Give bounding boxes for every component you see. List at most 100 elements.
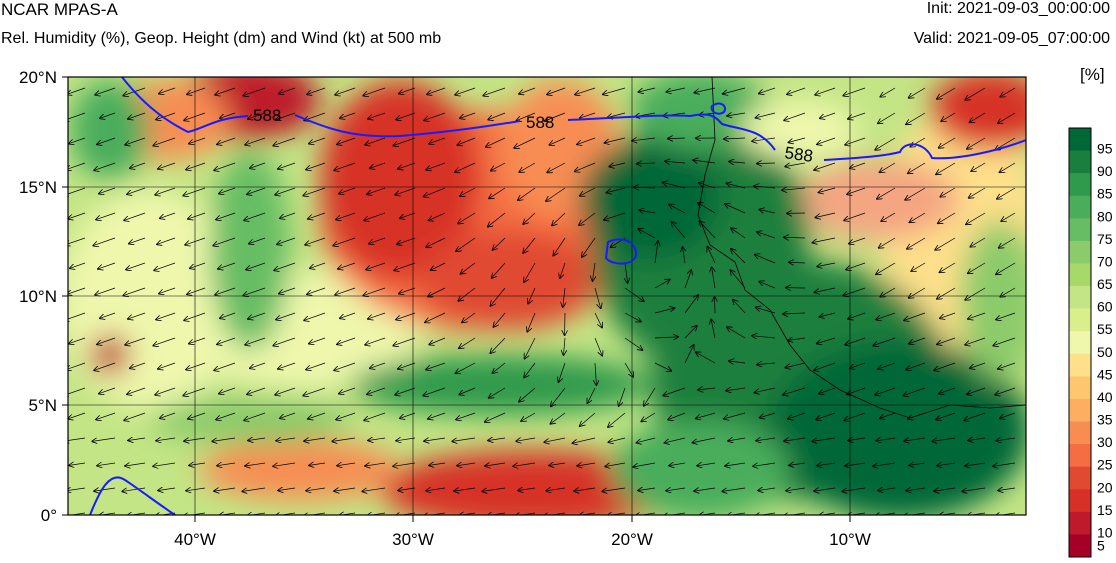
wind-arrow bbox=[306, 362, 326, 370]
wind-arrow bbox=[759, 210, 776, 213]
wind-arrow bbox=[967, 387, 986, 394]
wind-arrow bbox=[941, 112, 956, 121]
wind-arrow bbox=[158, 488, 176, 491]
wind-arrow bbox=[817, 263, 836, 267]
wind-arrow bbox=[396, 438, 416, 441]
wind-arrow bbox=[518, 187, 536, 200]
wind-arrow bbox=[697, 463, 716, 466]
wind-arrow bbox=[94, 162, 116, 170]
wind-arrow bbox=[998, 362, 1016, 369]
wind-arrow bbox=[335, 287, 356, 295]
wind-arrow bbox=[845, 337, 866, 345]
wind-arrow bbox=[274, 262, 296, 270]
wind-arrow bbox=[521, 412, 536, 421]
wind-arrow bbox=[936, 162, 956, 174]
wind-arrow bbox=[243, 87, 266, 96]
contour-label-1: 588 bbox=[253, 106, 281, 125]
wind-arrow bbox=[189, 337, 206, 344]
colorbar-tick-label: 90 bbox=[1097, 163, 1113, 179]
wind-arrow bbox=[880, 162, 896, 172]
wind-arrow bbox=[654, 337, 678, 338]
wind-arrow bbox=[563, 287, 565, 307]
wind-arrow bbox=[68, 112, 86, 120]
wind-arrow bbox=[544, 437, 566, 442]
wind-arrow bbox=[904, 312, 926, 320]
wind-arrow bbox=[937, 87, 956, 99]
wind-arrow bbox=[847, 513, 866, 515]
wind-arrow bbox=[160, 412, 176, 418]
colorbar-swatch bbox=[1069, 489, 1091, 513]
wind-arrow bbox=[309, 463, 326, 465]
wind-arrow bbox=[396, 112, 416, 120]
wind-arrow bbox=[876, 312, 896, 320]
wind-arrow bbox=[488, 112, 506, 120]
wind-arrow bbox=[711, 319, 716, 339]
wind-arrow bbox=[122, 487, 146, 491]
colorbar-swatch bbox=[1069, 150, 1091, 174]
wind-arrow bbox=[248, 312, 266, 319]
colorbar-swatch bbox=[1069, 195, 1091, 219]
wind-arrow bbox=[815, 287, 836, 292]
wind-arrow bbox=[306, 162, 326, 170]
wind-arrow bbox=[843, 287, 866, 296]
wind-arrow bbox=[334, 362, 356, 370]
wind-arrow bbox=[814, 488, 836, 491]
wind-arrow bbox=[370, 162, 386, 168]
colorbar-swatch bbox=[1069, 376, 1091, 400]
wind-arrow bbox=[429, 212, 446, 220]
wind-arrow bbox=[153, 463, 176, 466]
wind-arrow bbox=[303, 187, 326, 196]
wind-arrow bbox=[462, 312, 476, 322]
wind-arrow bbox=[431, 262, 446, 270]
wind-arrow bbox=[307, 87, 326, 94]
wind-arrow bbox=[564, 337, 566, 355]
wind-arrow bbox=[397, 237, 416, 244]
wind-arrow bbox=[579, 513, 596, 515]
wind-arrow bbox=[877, 187, 896, 199]
wind-arrow bbox=[602, 487, 626, 491]
wind-arrow bbox=[574, 488, 596, 491]
wind-arrow bbox=[696, 412, 716, 419]
colorbar-swatch bbox=[1069, 398, 1091, 423]
wind-arrow bbox=[580, 412, 596, 426]
wind-arrow bbox=[934, 362, 956, 370]
wind-arrow bbox=[725, 204, 746, 214]
wind-arrow bbox=[99, 187, 116, 194]
wind-arrow bbox=[820, 112, 836, 118]
wind-arrow bbox=[814, 362, 836, 370]
wind-arrow bbox=[784, 112, 806, 120]
wind-arrow bbox=[654, 280, 670, 289]
wind-arrow bbox=[68, 362, 86, 370]
wind-arrow bbox=[999, 237, 1016, 248]
wind-arrow bbox=[368, 438, 386, 441]
wind-arrow bbox=[428, 412, 446, 419]
wind-arrow bbox=[523, 237, 536, 253]
wind-arrow bbox=[128, 438, 146, 441]
wind-arrow bbox=[641, 412, 656, 421]
wind-arrow bbox=[644, 387, 656, 406]
wind-arrow bbox=[365, 463, 386, 466]
wind-arrow bbox=[99, 387, 116, 394]
wind-arrow bbox=[273, 463, 296, 466]
wind-arrow bbox=[243, 287, 266, 296]
wind-arrow bbox=[488, 438, 506, 441]
wind-arrow bbox=[728, 438, 746, 441]
wind-arrow bbox=[304, 312, 326, 320]
wind-arrow bbox=[789, 262, 806, 263]
wind-arrow bbox=[333, 237, 356, 246]
wind-arrow bbox=[486, 137, 506, 147]
wind-arrow bbox=[278, 362, 296, 369]
wind-arrow bbox=[731, 228, 746, 239]
wind-arrow bbox=[69, 137, 86, 144]
wind-arrow bbox=[125, 337, 146, 345]
wind-arrow bbox=[424, 112, 446, 120]
wind-arrow bbox=[217, 463, 236, 466]
wind-arrow bbox=[593, 262, 596, 281]
wind-arrow bbox=[426, 162, 446, 170]
wind-arrow bbox=[459, 337, 476, 348]
wind-arrow bbox=[304, 438, 326, 441]
wind-arrow bbox=[336, 412, 356, 420]
wind-arrow bbox=[184, 438, 206, 441]
wind-arrow bbox=[493, 362, 506, 373]
wind-arrow bbox=[695, 87, 716, 93]
